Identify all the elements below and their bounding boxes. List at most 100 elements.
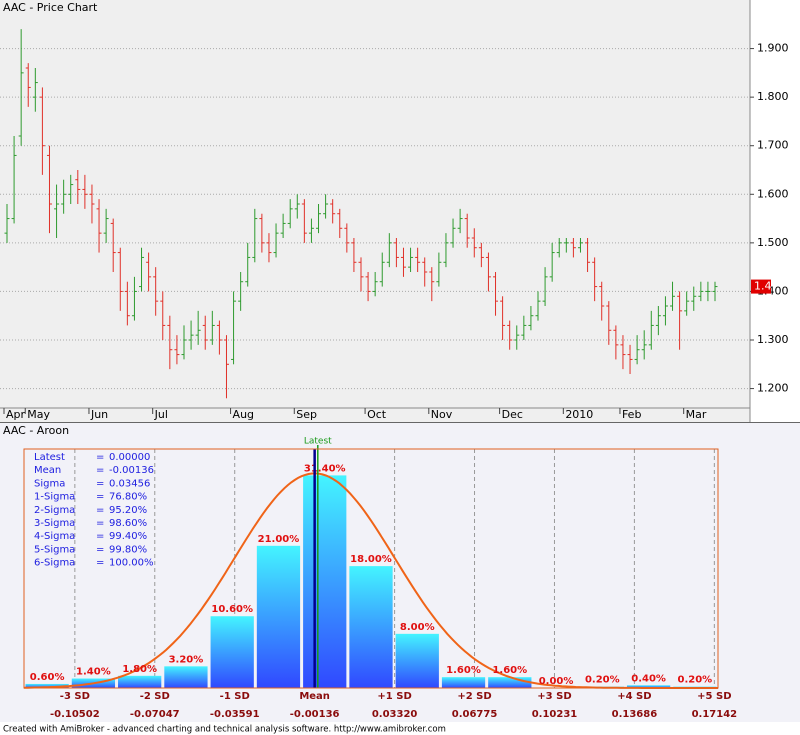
stat-name: 5-Sigma [34, 544, 75, 555]
histogram-bar [488, 677, 532, 688]
histogram-bar [626, 685, 671, 688]
sd-label: +4 SD [617, 691, 651, 702]
x-tick-label: Dec [502, 408, 523, 421]
x-tick-label: Mar [686, 408, 707, 421]
x-tick-label: Apr [6, 408, 26, 421]
stat-equals: = [96, 478, 104, 489]
sd-label: +5 SD [697, 691, 731, 702]
histogram-bar [349, 566, 393, 688]
last-price-label: 1.4 [754, 280, 772, 293]
stat-value: 95.20% [109, 505, 147, 516]
x-tick-label: Aug [233, 408, 254, 421]
price-panel [0, 0, 750, 422]
sd-value-label: 0.10231 [532, 709, 578, 720]
footer-bg [0, 722, 800, 735]
sd-value-label: -0.03591 [210, 709, 260, 720]
sd-label: +2 SD [457, 691, 491, 702]
sd-value-label: -0.00136 [290, 709, 340, 720]
stat-name: 1-Sigma [34, 492, 75, 503]
histogram-bar [25, 683, 69, 688]
y-tick-label: 1.300 [757, 333, 789, 346]
y-tick-label: 1.700 [757, 139, 789, 152]
stat-value: 98.60% [109, 518, 147, 529]
bar-value-label: 3.20% [169, 654, 204, 665]
price-axis-area [750, 0, 800, 422]
stat-equals: = [96, 452, 104, 463]
sd-value-label: -0.10502 [50, 709, 100, 720]
y-tick-label: 1.900 [757, 42, 789, 55]
sd-label: +3 SD [537, 691, 571, 702]
bar-value-label: 0.40% [631, 673, 666, 684]
x-tick-label: Oct [367, 408, 387, 421]
price-title: AAC - Price Chart [3, 1, 98, 14]
histogram-bar [441, 677, 486, 688]
stat-name: 3-Sigma [34, 518, 75, 529]
sd-label: -2 SD [140, 691, 170, 702]
x-tick-label: Nov [431, 408, 453, 421]
stat-name: Mean [34, 465, 61, 476]
bar-value-label: 0.60% [30, 672, 65, 683]
stat-name: Sigma [34, 478, 65, 489]
stat-value: 99.40% [109, 531, 147, 542]
sd-label: Mean [299, 691, 330, 702]
y-tick-label: 1.500 [757, 236, 789, 249]
histogram-bar [164, 666, 208, 688]
stat-equals: = [96, 505, 104, 516]
bar-value-label: 8.00% [400, 622, 435, 633]
histogram-title: AAC - Aroon [3, 424, 69, 437]
stat-name: 6-Sigma [34, 558, 75, 569]
histogram-bar [256, 545, 301, 688]
histogram-bar [210, 616, 254, 688]
last-price-box [751, 279, 771, 294]
sd-label: -3 SD [60, 691, 90, 702]
sd-value-label: 0.13686 [612, 709, 658, 720]
bar-value-label: 10.60% [211, 604, 253, 615]
stat-equals: = [96, 518, 104, 529]
y-tick-label: 1.200 [757, 382, 789, 395]
bar-value-label: 0.20% [585, 675, 620, 686]
sd-value-label: 0.06775 [452, 709, 498, 720]
footer: Created with AmiBroker - advanced charti… [3, 725, 446, 735]
histogram-bar [395, 633, 439, 688]
stat-value: 76.80% [109, 492, 147, 503]
stat-equals: = [96, 531, 104, 542]
bar-value-label: 1.40% [76, 667, 111, 678]
x-tick-label: Sep [296, 408, 317, 421]
sd-value-label: -0.07047 [130, 709, 180, 720]
sd-label: -1 SD [220, 691, 250, 702]
plot-border [23, 448, 719, 689]
bar-value-label: 21.00% [258, 534, 300, 545]
stat-equals: = [96, 558, 104, 569]
stat-value: 0.00000 [109, 452, 150, 463]
bar-value-label: 0.00% [539, 676, 574, 687]
stat-name: 2-Sigma [34, 505, 75, 516]
stat-value: 0.03456 [109, 478, 150, 489]
stat-name: 4-Sigma [34, 531, 75, 542]
stat-name: Latest [34, 452, 65, 463]
x-tick-label: May [27, 408, 50, 421]
bar-value-label: 31.40% [304, 463, 346, 474]
histogram-bar [118, 675, 162, 688]
stat-value: -0.00136 [109, 465, 154, 476]
x-tick-label: Jun [90, 408, 108, 421]
bar-value-label: 18.00% [350, 554, 392, 565]
x-tick-label: Jul [154, 408, 168, 421]
x-tick-label: Feb [622, 408, 641, 421]
bar-value-label: 0.20% [678, 675, 713, 686]
stat-equals: = [96, 465, 104, 476]
bar-value-label: 1.80% [122, 664, 157, 675]
stat-value: 99.80% [109, 544, 147, 555]
stat-equals: = [96, 544, 104, 555]
sd-value-label: 0.17142 [692, 709, 738, 720]
x-tick-label: 2010 [565, 408, 593, 421]
sd-value-label: 0.03320 [372, 709, 418, 720]
bar-value-label: 1.60% [492, 665, 527, 676]
stat-equals: = [96, 492, 104, 503]
stat-value: 100.00% [109, 558, 154, 569]
histogram-bar [303, 475, 347, 688]
sd-label: +1 SD [377, 691, 411, 702]
y-tick-label: 1.600 [757, 187, 789, 200]
y-tick-label: 1.800 [757, 90, 789, 103]
bar-value-label: 1.60% [446, 665, 481, 676]
